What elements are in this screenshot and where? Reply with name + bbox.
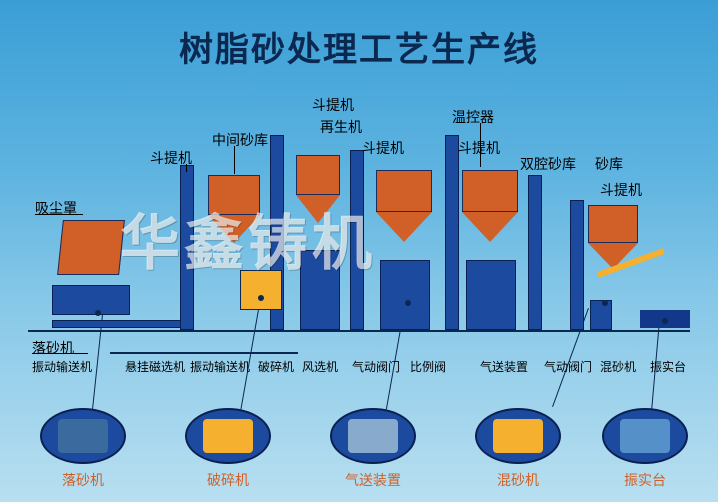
shakeout-machine: [52, 285, 130, 315]
hopper-3: [376, 170, 432, 212]
leader: [234, 146, 235, 174]
label-elevator-5: 斗提机: [600, 180, 642, 200]
label-vib-conv-2: 振动输送机: [190, 358, 250, 375]
hopper-2-funnel: [296, 195, 340, 223]
label-air-sel: 风选机: [302, 358, 338, 375]
label-temp-ctrl: 温控器: [452, 107, 494, 127]
crusher: [240, 270, 282, 310]
callout-dot: [95, 310, 101, 316]
hopper-4: [462, 170, 518, 212]
label-elevator-2: 斗提机: [312, 95, 354, 115]
label-dust-hood: 吸尘罩: [35, 198, 77, 218]
mid-block-3: [466, 260, 516, 330]
label-prop-valve: 比例阀: [410, 358, 446, 375]
label-pneu-valve-2: 气动阀门: [544, 358, 592, 375]
detail-circle-compaction: [602, 408, 688, 464]
callout-dot: [258, 295, 264, 301]
detail-circle-pneu: [330, 408, 416, 464]
label-shakeout: 落砂机: [32, 338, 74, 358]
diagram-frame: 树脂砂处理工艺生产线 吸尘罩 斗提机 中间砂库 斗提机 再生机 斗提机 温控器 …: [0, 0, 718, 502]
detail-label-shakeout: 落砂机: [40, 470, 126, 490]
label-mag-sep: 悬挂磁选机: [125, 358, 185, 375]
detail-circle-shakeout: [40, 408, 126, 464]
mixer-base: [590, 300, 612, 330]
label-elevator-3: 斗提机: [362, 138, 404, 158]
label-pneu-valve-1: 气动阀门: [352, 358, 400, 375]
label-crusher: 破碎机: [258, 358, 294, 375]
detail-label-mixer: 混砂机: [475, 470, 561, 490]
label-sand-bin: 砂库: [595, 154, 623, 174]
detail-label-pneu: 气送装置: [330, 470, 416, 490]
elevator-3: [350, 150, 364, 330]
mid-block-2: [380, 260, 430, 330]
label-pneu-send: 气送装置: [480, 358, 528, 375]
detail-label-crusher: 破碎机: [185, 470, 271, 490]
label-vib-conv-1: 振动输送机: [32, 358, 92, 375]
callout-dot: [405, 300, 411, 306]
callout-dot: [662, 318, 668, 324]
hopper-2: [296, 155, 340, 195]
elevator-1: [180, 165, 194, 330]
detail-circle-crusher: [185, 408, 271, 464]
detail-circle-mixer: [475, 408, 561, 464]
callout-dot: [602, 300, 608, 306]
shakeout-conveyor: [52, 320, 182, 328]
label-elevator-4: 斗提机: [458, 138, 500, 158]
mid-block-1: [300, 250, 340, 330]
diagram-title: 树脂砂处理工艺生产线: [0, 22, 718, 71]
label-compaction: 振实台: [650, 358, 686, 375]
label-mixer: 混砂机: [600, 358, 636, 375]
sand-bin: [588, 205, 638, 243]
detail-label-compaction: 振实台: [602, 470, 688, 490]
label-mid-bin: 中间砂库: [212, 130, 268, 150]
elevator-4: [445, 135, 459, 330]
hopper-1: [208, 175, 260, 215]
ground-line: [28, 330, 690, 332]
elevator-5: [528, 175, 542, 330]
dust-hood: [57, 220, 125, 275]
elevator-6: [570, 200, 584, 330]
label-elevator-1: 斗提机: [150, 148, 192, 168]
hopper-4-funnel: [462, 212, 518, 242]
label-regen: 再生机: [320, 117, 362, 137]
label-dual-bin: 双腔砂库: [520, 154, 576, 174]
hopper-1-funnel: [208, 215, 260, 243]
pit-line: [110, 352, 298, 354]
hopper-3-funnel: [376, 212, 432, 242]
